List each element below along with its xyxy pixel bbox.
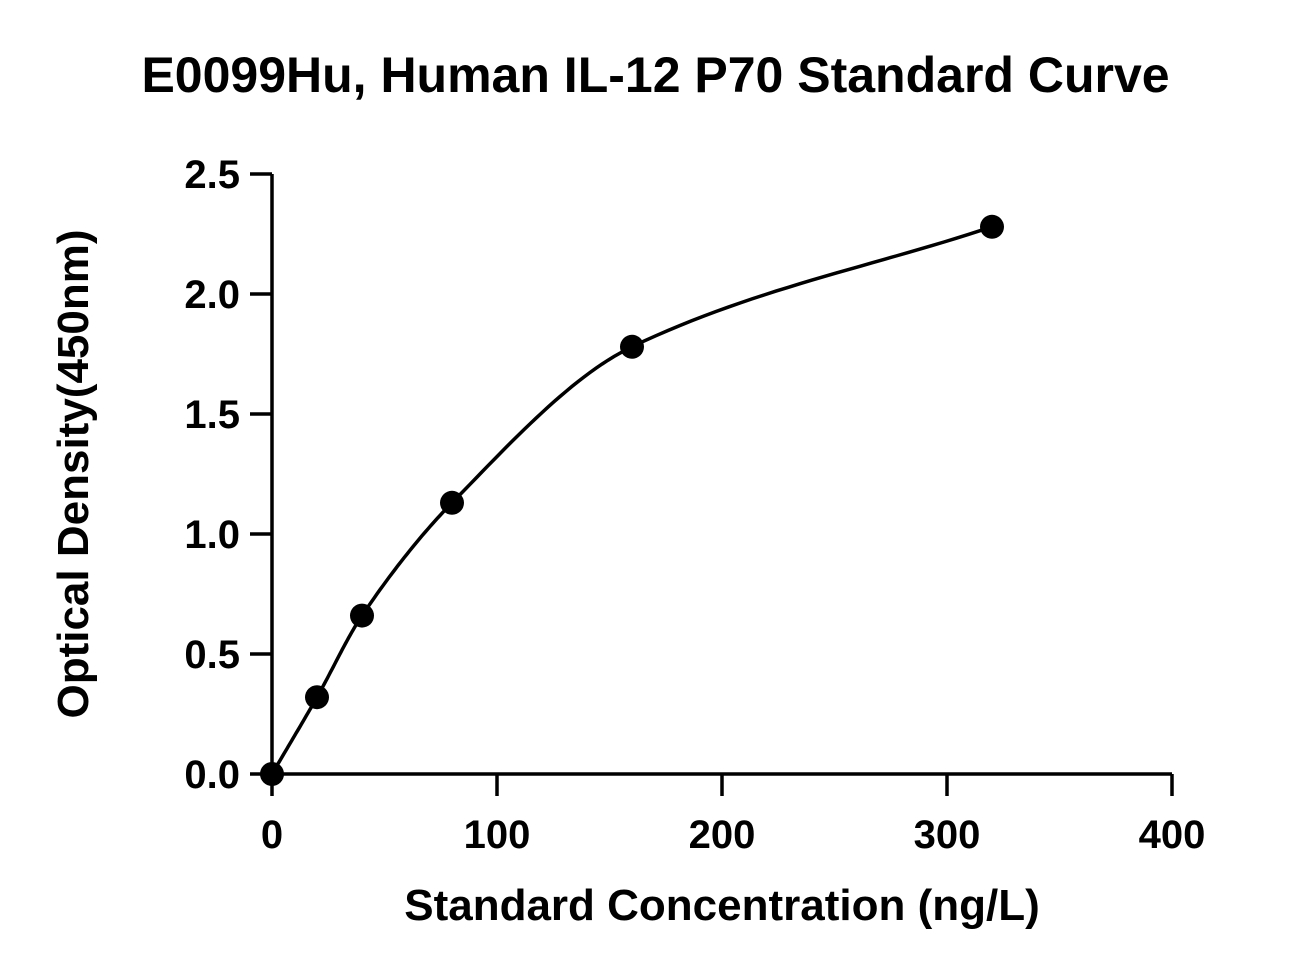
y-tick-label: 0.0 xyxy=(184,753,240,797)
y-tick-label: 2.5 xyxy=(184,153,240,197)
fit-curve-layer xyxy=(270,225,993,775)
y-axis-title: Optical Density(450nm) xyxy=(49,229,98,718)
data-point xyxy=(620,334,644,359)
x-tick-label: 100 xyxy=(464,813,531,857)
data-point xyxy=(980,214,1004,239)
x-tick-label: 400 xyxy=(1139,813,1206,857)
data-points-layer xyxy=(260,214,1004,786)
y-tick-label: 1.0 xyxy=(184,513,240,557)
y-tick-label: 2.0 xyxy=(184,273,240,317)
ticks: 0.0 0.5 1.0 1.5 2.0 2.5 0 100 200 300 400 xyxy=(184,153,1205,857)
fit-curve xyxy=(270,225,993,775)
data-point xyxy=(350,603,374,628)
x-axis-title: Standard Concentration (ng/L) xyxy=(404,881,1040,930)
axes xyxy=(270,174,1172,776)
y-tick-label: 1.5 xyxy=(184,393,240,437)
data-point xyxy=(305,685,329,710)
y-tick-label: 0.5 xyxy=(184,633,240,677)
chart-title: E0099Hu, Human IL-12 P70 Standard Curve xyxy=(141,47,1170,103)
x-tick-label: 300 xyxy=(914,813,981,857)
data-point xyxy=(260,762,284,786)
data-point xyxy=(440,490,464,515)
x-tick-label: 200 xyxy=(689,813,756,857)
x-tick-label: 0 xyxy=(261,813,283,857)
